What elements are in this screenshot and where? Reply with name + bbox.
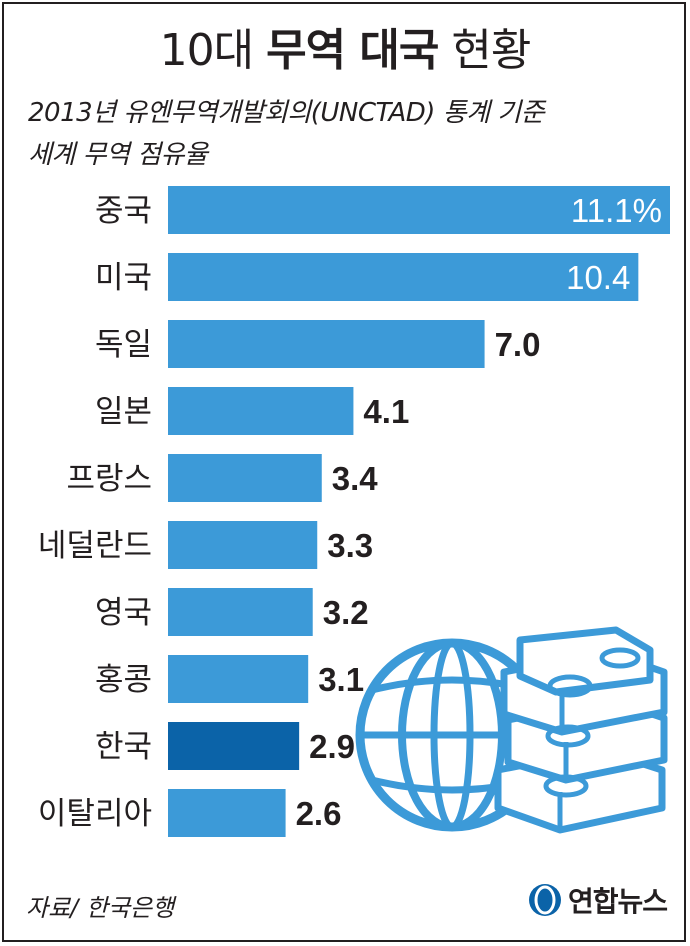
bar-5 <box>168 454 322 502</box>
yonhap-logo: 연합뉴스 <box>526 880 668 920</box>
category-label: 미국 <box>95 260 152 296</box>
value-label: 10.4 <box>566 259 630 296</box>
bar-3 <box>168 320 485 368</box>
bar-4 <box>168 387 354 435</box>
value-label: 11.1% <box>571 192 662 229</box>
category-label: 독일 <box>95 327 152 363</box>
page-title: 10대 무역 대국 현황 <box>0 14 690 78</box>
bar-6 <box>168 521 318 569</box>
category-label: 이탈리아 <box>38 796 152 832</box>
value-label: 2.9 <box>309 728 355 765</box>
title-prefix: 10대 <box>159 25 254 76</box>
value-label: 2.6 <box>296 795 342 832</box>
yonhap-logo-icon <box>529 884 561 916</box>
value-label: 4.1 <box>363 393 409 430</box>
bar-8 <box>168 655 309 703</box>
value-label: 7.0 <box>495 326 541 363</box>
source-note: 자료/ 한국은행 <box>26 894 175 922</box>
money-stack-icon <box>494 626 668 834</box>
bar-2 <box>168 253 639 301</box>
category-label: 한국 <box>95 729 152 765</box>
category-label: 홍콩 <box>95 662 152 698</box>
title-bold: 무역 대국 <box>266 25 439 76</box>
category-label: 중국 <box>95 193 152 229</box>
category-label: 네덜란드 <box>38 528 152 564</box>
subtitle-line2: 세계 무역 점유율 <box>28 140 208 170</box>
bar-10 <box>168 789 286 837</box>
category-label: 일본 <box>95 394 152 430</box>
value-label: 3.2 <box>323 594 369 631</box>
subtitle-line1: 2013년 유엔무역개발회의(UNCTAD) 통계 기준 <box>28 98 545 128</box>
bar-7 <box>168 588 313 636</box>
title-suffix: 현황 <box>451 25 531 76</box>
value-label: 3.4 <box>332 460 379 497</box>
bar-1 <box>168 186 670 234</box>
category-label: 영국 <box>95 595 152 631</box>
bar-9 <box>168 722 300 770</box>
value-label: 3.3 <box>327 527 373 564</box>
logo-text: 연합뉴스 <box>568 885 668 918</box>
value-label: 3.1 <box>318 661 364 698</box>
category-label: 프랑스 <box>66 461 152 497</box>
